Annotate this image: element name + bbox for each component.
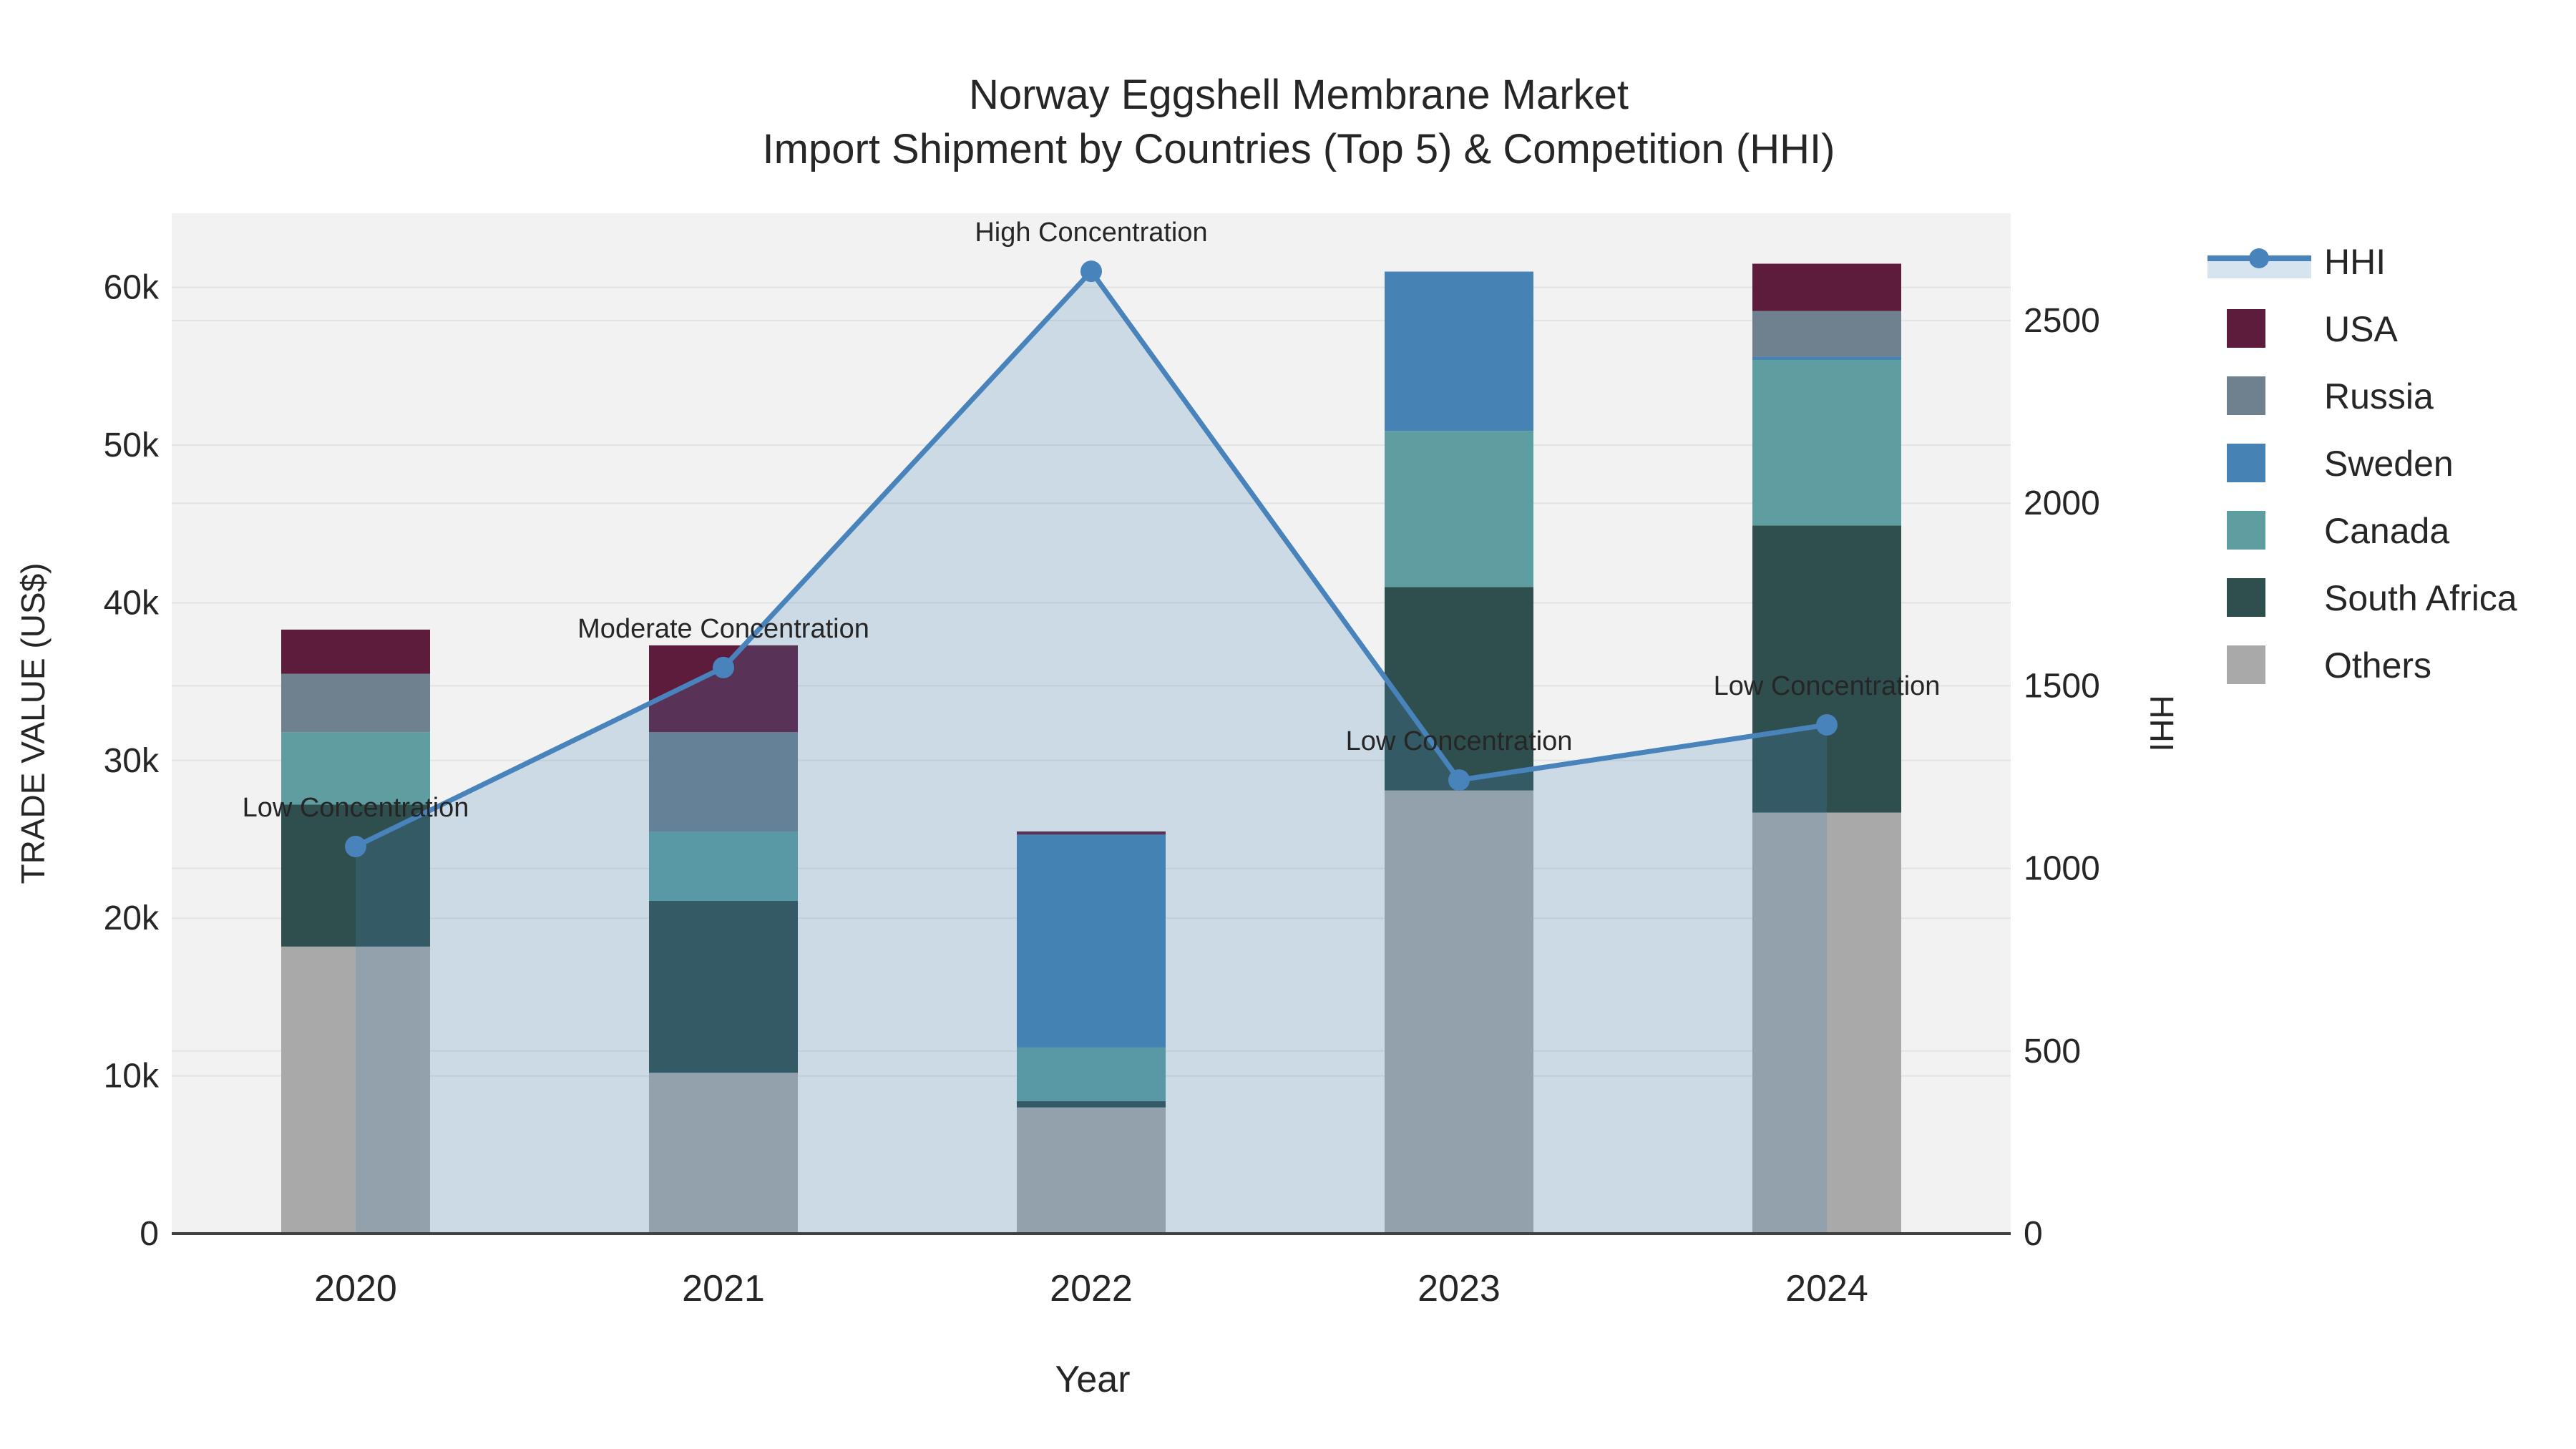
hhi-layer — [345, 260, 1838, 1234]
bar-segment-south-africa[interactable] — [1752, 525, 1901, 813]
y-left-tick-label: 50k — [104, 426, 160, 464]
x-axis-title: Year — [1055, 1359, 1130, 1400]
annotation-label: Low Concentration — [1714, 671, 1941, 701]
x-tick-label: 2023 — [1418, 1268, 1501, 1309]
y-left-tick-label: 30k — [104, 742, 160, 780]
bar-segment-others[interactable] — [1017, 1107, 1166, 1234]
annotation-label: High Concentration — [975, 218, 1207, 248]
bar-segment-canada[interactable] — [281, 732, 430, 805]
legend-item-usa[interactable]: USA — [2227, 309, 2398, 349]
bar-segment-canada[interactable] — [649, 831, 798, 901]
legend-item-label: South Africa — [2324, 578, 2517, 618]
y-axis-right-ticks: 0 500 1000 1500 2000 2500 — [2024, 302, 2100, 1253]
legend-swatch-russia-icon — [2227, 376, 2265, 415]
legend-item-russia[interactable]: Russia — [2227, 376, 2434, 416]
bar-segment-others[interactable] — [281, 946, 430, 1234]
legend-item-label: USA — [2324, 309, 2398, 349]
bar-segment-others[interactable] — [1385, 790, 1533, 1234]
x-axis-ticks: 2020 2021 2022 2023 2024 — [314, 1268, 1868, 1309]
bar-segment-south-africa[interactable] — [649, 900, 798, 1073]
annotations: Low Concentration Moderate Concentration H… — [243, 218, 1941, 823]
annotation-label: Moderate Concentration — [577, 614, 869, 644]
y-left-tick-label: 40k — [104, 584, 160, 622]
bar-segment-south-africa[interactable] — [1385, 587, 1533, 791]
bar-segment-usa[interactable] — [1752, 263, 1901, 311]
legend: HHI USA Russia Sweden Canada South Africa Othe… — [2207, 242, 2517, 686]
bar-segment-usa[interactable] — [281, 629, 430, 674]
bar-segment-others[interactable] — [649, 1073, 798, 1234]
legend-item-others[interactable]: Others — [2227, 645, 2431, 686]
legend-item-label: Others — [2324, 645, 2431, 686]
bar-segment-canada[interactable] — [1017, 1047, 1166, 1101]
legend-swatch-canada-icon — [2227, 511, 2265, 550]
bar-segment-others[interactable] — [1752, 812, 1901, 1234]
legend-item-sweden[interactable]: Sweden — [2227, 444, 2454, 484]
legend-swatch-usa-icon — [2227, 309, 2265, 348]
bar-segment-canada[interactable] — [1385, 431, 1533, 587]
hhi-marker-2024[interactable] — [1816, 714, 1838, 736]
legend-swatch-south-africa-icon — [2227, 578, 2265, 617]
y-right-tick-label: 0 — [2024, 1215, 2043, 1253]
legend-item-hhi[interactable]: HHI — [2207, 242, 2386, 282]
chart-title-line1: Norway Eggshell Membrane Market — [969, 72, 1629, 118]
legend-item-label: HHI — [2324, 242, 2386, 282]
y-right-tick-label: 1000 — [2024, 850, 2100, 888]
bar-segment-canada[interactable] — [1752, 359, 1901, 526]
annotation-label: Low Concentration — [243, 793, 469, 823]
hhi-legend-marker-icon — [2249, 248, 2269, 268]
hhi-marker-2020[interactable] — [345, 835, 366, 857]
legend-item-south-africa[interactable]: South Africa — [2227, 578, 2517, 618]
y-left-tick-label: 20k — [104, 899, 160, 937]
bar-segment-russia[interactable] — [281, 673, 430, 733]
y-right-tick-label: 500 — [2024, 1033, 2081, 1070]
x-tick-label: 2021 — [682, 1268, 765, 1309]
y-right-tick-label: 2000 — [2024, 484, 2100, 522]
bar-segment-russia[interactable] — [649, 732, 798, 831]
bar-series — [281, 263, 1901, 1234]
legend-swatch-others-icon — [2227, 645, 2265, 684]
plot-area: Low Concentration Moderate Concentration H… — [172, 213, 2011, 1235]
legend-item-label: Canada — [2324, 511, 2449, 551]
hhi-marker-2021[interactable] — [713, 656, 734, 678]
y-axis-left-ticks: 0 10k 20k 30k 40k 50k 60k — [104, 269, 160, 1253]
y-right-tick-label: 2500 — [2024, 302, 2100, 340]
legend-item-label: Russia — [2324, 376, 2434, 416]
bar-segment-sweden[interactable] — [1385, 271, 1533, 431]
y-axis-right-title: HHI — [2143, 695, 2180, 751]
hhi-marker-2023[interactable] — [1448, 769, 1470, 791]
bar-segment-south-africa[interactable] — [281, 804, 430, 947]
x-tick-label: 2024 — [1785, 1268, 1868, 1309]
hhi-marker-2022[interactable] — [1080, 260, 1102, 283]
bar-segment-south-africa[interactable] — [1017, 1101, 1166, 1108]
chart-title-line2: Import Shipment by Countries (Top 5) & C… — [763, 126, 1835, 172]
y-left-tick-label: 10k — [104, 1058, 160, 1096]
legend-item-canada[interactable]: Canada — [2227, 511, 2449, 551]
annotation-label: Low Concentration — [1346, 726, 1573, 756]
legend-item-label: Sweden — [2324, 444, 2454, 484]
x-tick-label: 2020 — [314, 1268, 397, 1309]
bar-segment-sweden[interactable] — [1752, 356, 1901, 360]
bar-segment-russia[interactable] — [1752, 311, 1901, 357]
bar-segment-usa[interactable] — [1017, 831, 1166, 835]
y-axis-left-title: TRADE VALUE (US$) — [14, 562, 52, 884]
bar-segment-sweden[interactable] — [1017, 834, 1166, 1048]
hhi-area-fill — [356, 271, 1827, 1234]
y-left-tick-label: 60k — [104, 269, 160, 307]
legend-swatch-sweden-icon — [2227, 444, 2265, 482]
y-left-tick-label: 0 — [140, 1215, 159, 1253]
x-tick-label: 2022 — [1050, 1268, 1133, 1309]
y-right-tick-label: 1500 — [2024, 667, 2100, 705]
